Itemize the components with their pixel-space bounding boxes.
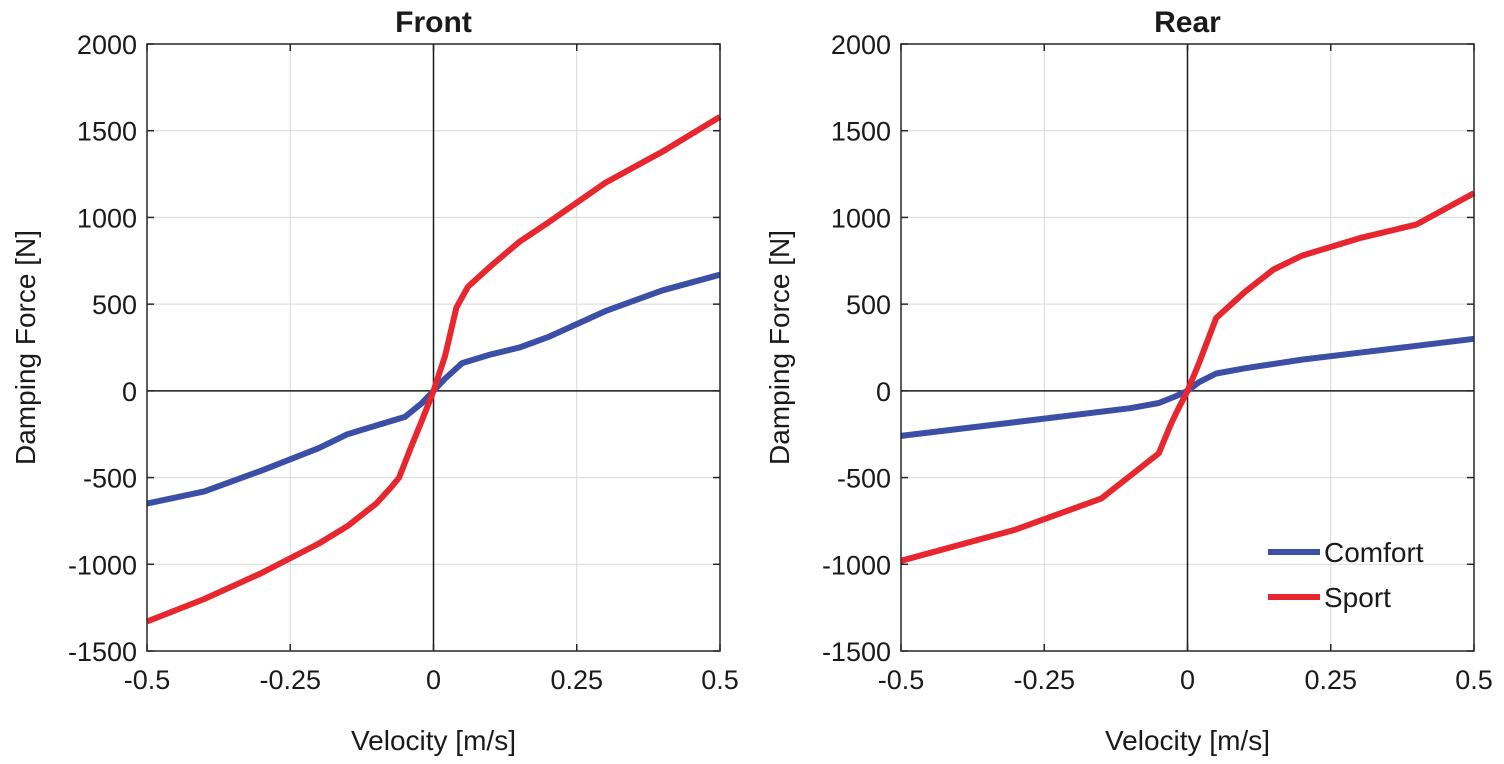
- rear-ytick-label: -1500: [822, 637, 891, 667]
- rear-xtick-label: 0: [1180, 665, 1195, 695]
- chart-rear: -0.5 -0.25 0 0.25 0.5 -1500 -1000 -500 0 500 1000 1…: [764, 6, 1493, 756]
- rear-ytick-label: 500: [846, 290, 891, 320]
- front-x-axis-label: Velocity [m/s]: [351, 725, 516, 756]
- front-series-sport-line: [145, 114, 722, 625]
- rear-series-comfort-line: [900, 335, 1475, 439]
- front-ytick-label: 0: [122, 377, 137, 407]
- legend-label-sport: Sport: [1324, 582, 1391, 613]
- rear-ytick-label: -500: [837, 464, 891, 494]
- front-xtick-label: -0.25: [259, 665, 321, 695]
- rear-series-sport-line: [900, 190, 1476, 564]
- rear-xtick-label: -0.5: [878, 665, 925, 695]
- front-chart-title: Front: [395, 6, 472, 39]
- rear-chart-title: Rear: [1154, 6, 1221, 39]
- rear-xtick-label: -0.25: [1013, 665, 1075, 695]
- front-ytick-label: -1500: [68, 637, 137, 667]
- rear-x-axis-label: Velocity [m/s]: [1105, 725, 1270, 756]
- chart-front: -0.5 -0.25 0 0.25 0.5 -1500 -1000 -500 0 500 1000 1…: [10, 6, 739, 756]
- front-ytick-label: -500: [83, 464, 137, 494]
- rear-legend: Comfort Sport: [1268, 537, 1424, 613]
- rear-ytick-label: 1000: [831, 203, 891, 233]
- rear-y-axis-label: Damping Force [N]: [764, 230, 795, 465]
- front-ytick-label: -1000: [68, 550, 137, 580]
- front-ytick-label: 1000: [77, 203, 137, 233]
- front-ytick-label: 500: [92, 290, 137, 320]
- rear-xtick-label: 0.5: [1455, 665, 1493, 695]
- front-xtick-label: 0.5: [701, 665, 739, 695]
- rear-xtick-label: 0.25: [1304, 665, 1357, 695]
- front-xtick-label: -0.5: [124, 665, 171, 695]
- rear-ytick-label: -1000: [822, 550, 891, 580]
- rear-ytick-label: 1500: [831, 117, 891, 147]
- rear-ytick-label: 2000: [831, 30, 891, 60]
- front-ytick-label: 2000: [77, 30, 137, 60]
- legend-label-comfort: Comfort: [1324, 537, 1424, 568]
- front-xtick-label: 0.25: [550, 665, 603, 695]
- front-ytick-label: 1500: [77, 117, 137, 147]
- front-y-axis-label: Damping Force [N]: [10, 230, 41, 465]
- rear-ytick-label: 0: [876, 377, 891, 407]
- front-xtick-label: 0: [426, 665, 441, 695]
